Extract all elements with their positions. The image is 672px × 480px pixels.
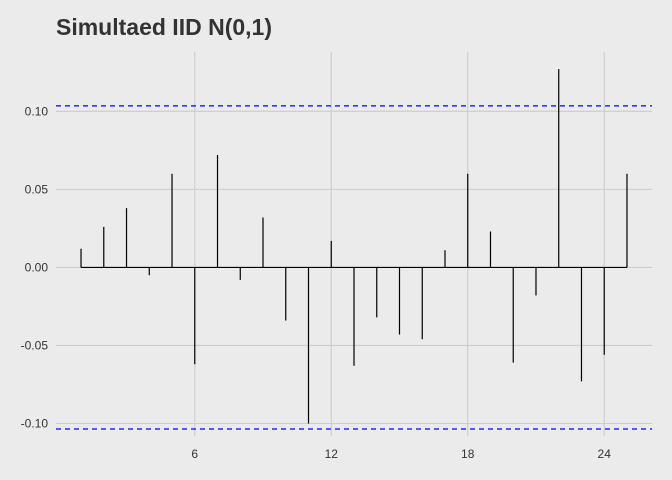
y-tick-label-0: -0.10	[21, 417, 49, 431]
x-tick-label-1: 12	[325, 447, 339, 461]
x-tick-label-2: 18	[461, 447, 475, 461]
y-tick-label-1: -0.05	[21, 338, 49, 352]
y-tick-label-3: 0.05	[25, 182, 49, 196]
x-tick-label-0: 6	[191, 447, 198, 461]
x-tick-label-3: 24	[598, 447, 612, 461]
y-tick-label-4: 0.10	[25, 104, 49, 118]
y-tick-label-2: 0.00	[25, 260, 49, 274]
chart-title: Simultaed IID N(0,1)	[56, 14, 272, 40]
